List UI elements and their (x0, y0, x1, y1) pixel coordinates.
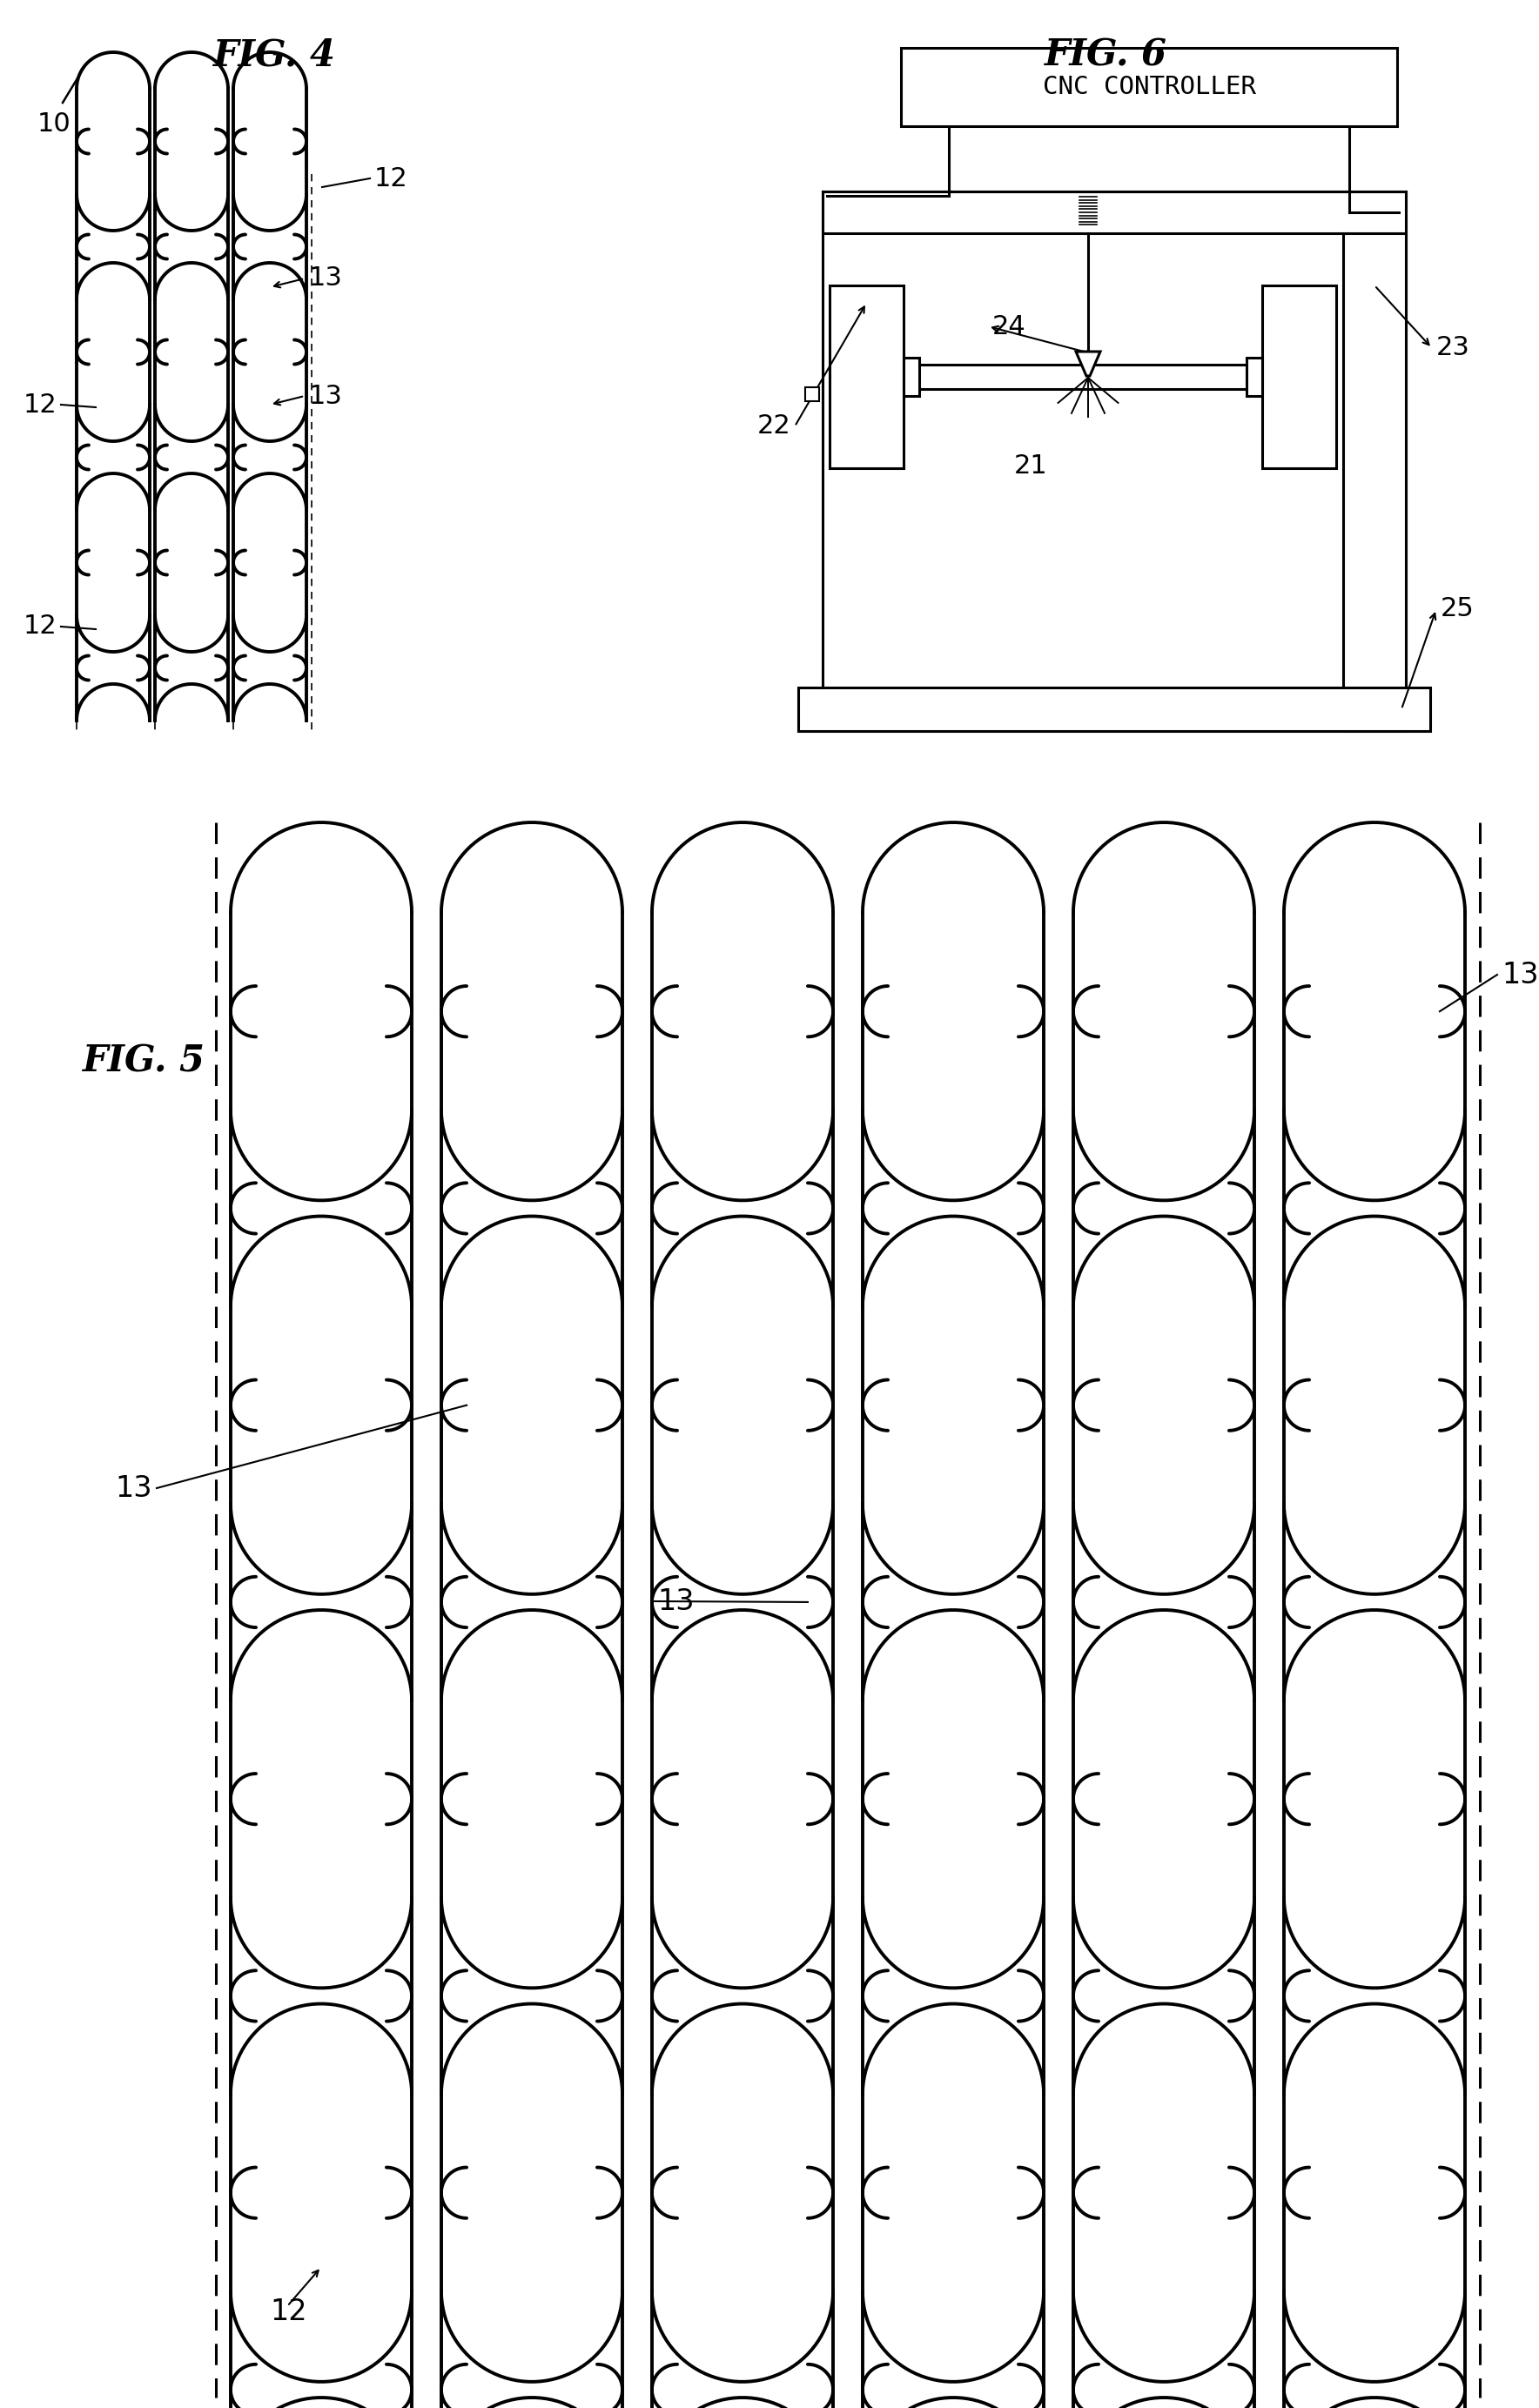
Text: CNC CONTROLLER: CNC CONTROLLER (1042, 75, 1256, 99)
Text: 12: 12 (269, 2297, 306, 2326)
Text: 12: 12 (23, 393, 57, 417)
Bar (1262, 287, 1336, 467)
Bar (799, 689, 1430, 732)
Text: 12: 12 (374, 166, 408, 190)
Text: 10: 10 (37, 111, 71, 137)
Text: 24: 24 (993, 313, 1027, 340)
Polygon shape (1076, 352, 1100, 376)
Text: FIG. 4: FIG. 4 (214, 36, 336, 72)
Text: FIG. 5: FIG. 5 (83, 1043, 205, 1081)
Text: 13: 13 (1502, 961, 1539, 990)
Text: FIG. 6: FIG. 6 (1045, 36, 1167, 72)
Text: 12: 12 (23, 614, 57, 638)
Bar (805, 388, 819, 402)
Text: 25: 25 (1441, 597, 1474, 621)
Text: 13: 13 (657, 1587, 694, 1616)
Bar (1247, 359, 1262, 395)
Bar (1344, 234, 1405, 732)
Text: 13: 13 (309, 383, 343, 409)
Text: 21: 21 (1014, 453, 1048, 479)
Text: 23: 23 (1436, 335, 1470, 361)
Bar (903, 359, 919, 395)
Text: 13: 13 (309, 265, 343, 291)
Bar (830, 287, 903, 467)
Bar (900, 48, 1397, 125)
Text: 22: 22 (757, 414, 791, 438)
Text: 13: 13 (115, 1474, 152, 1503)
Bar (823, 193, 1405, 234)
